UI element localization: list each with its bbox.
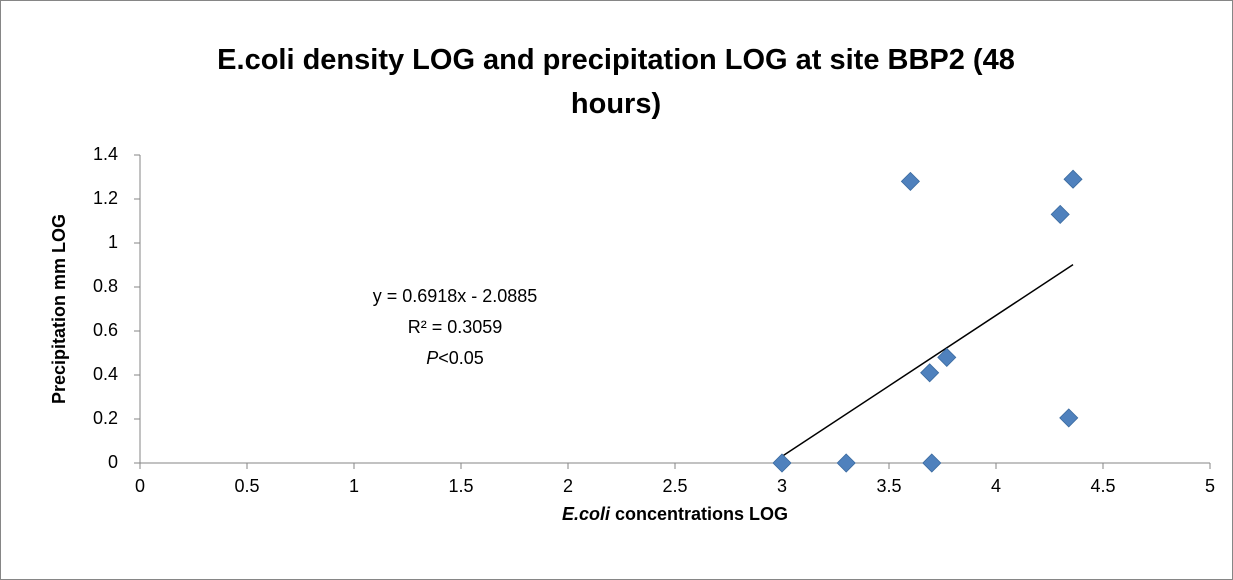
x-tick-label: 1.5 [448,476,473,496]
x-tick-label: 0 [135,476,145,496]
point [900,171,920,191]
y-axis-label: Precipitation mm LOG [49,214,69,404]
x-tick-label: 4 [991,476,1001,496]
x-tick-label: 3 [777,476,787,496]
x-tick-label: 0.5 [234,476,259,496]
point [1050,204,1070,224]
point [920,363,940,383]
trendline [781,264,1074,457]
x-axis-label: E.coli concentrations LOG [562,504,788,524]
chart-title: E.coli density LOG and precipitation LOG… [217,44,1015,120]
y-tick-label: 1.2 [93,188,118,208]
point [1059,408,1079,428]
y-tick-label: 0.6 [93,320,118,340]
y-tick-label: 0.2 [93,408,118,428]
y-tick-label: 1 [108,232,118,252]
y-tick-label: 1.4 [93,144,118,164]
x-tick-label: 2.5 [662,476,687,496]
x-tick-label: 4.5 [1090,476,1115,496]
x-tick-label: 1 [349,476,359,496]
annotation: y = 0.6918x - 2.0885 [373,286,538,306]
point [1063,169,1083,189]
y-tick-label: 0.4 [93,364,118,384]
point [836,453,856,473]
point [922,453,942,473]
point [772,453,792,473]
x-tick-label: 5 [1205,476,1215,496]
y-tick-label: 0 [108,452,118,472]
point [937,347,957,367]
annotation: P<0.05 [426,348,484,368]
x-tick-label: 3.5 [876,476,901,496]
x-tick-label: 2 [563,476,573,496]
annotation: R² = 0.3059 [408,317,503,337]
y-tick-label: 0.8 [93,276,118,296]
